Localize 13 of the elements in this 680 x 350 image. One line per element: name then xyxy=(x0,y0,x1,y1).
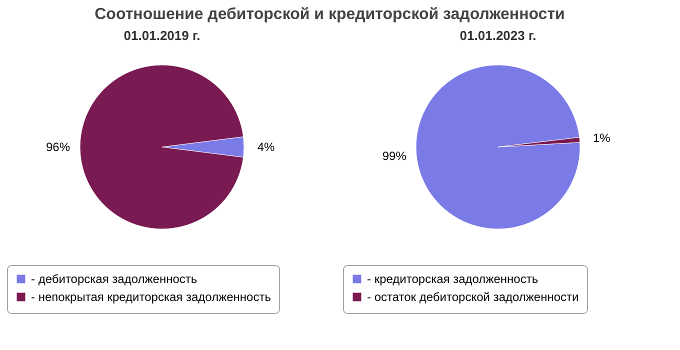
legend-label: - непокрытая кредиторская задолженность xyxy=(31,290,271,304)
data-label: 1% xyxy=(592,130,611,145)
pie-slice xyxy=(416,64,580,230)
data-label: 96% xyxy=(46,140,70,154)
chart-subtitle: 01.01.2019 г. xyxy=(124,28,200,43)
legend-label: - остаток дебиторской задолженности xyxy=(367,290,579,304)
legend-label: - кредиторская задолженность xyxy=(367,272,538,286)
data-label: 4% xyxy=(257,140,275,154)
data-label: 99% xyxy=(382,149,407,164)
text: Соотношение дебиторской и кредиторской задолженности xyxy=(94,6,565,23)
legend-label: - дебиторская задолженность xyxy=(31,272,198,286)
pie-slice xyxy=(80,64,244,230)
chart-subtitle: 01.01.2023 г. xyxy=(460,28,536,43)
